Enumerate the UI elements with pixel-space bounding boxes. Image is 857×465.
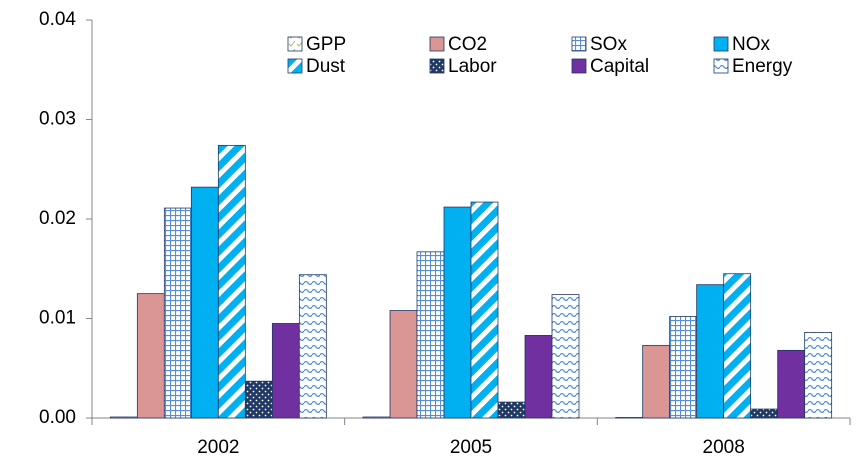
legend-swatch	[429, 36, 445, 52]
bar	[723, 273, 752, 419]
bar	[443, 206, 472, 419]
x-tick-label: 2002	[197, 437, 239, 458]
bar	[416, 251, 445, 419]
bar	[298, 274, 327, 419]
bar	[163, 207, 192, 419]
legend-label: GPP	[306, 34, 346, 55]
y-tick-label: 0.01	[39, 308, 76, 329]
legend-label: Energy	[732, 56, 793, 77]
legend-swatch	[571, 58, 587, 74]
bar	[524, 335, 553, 419]
bar	[190, 186, 219, 419]
bar	[109, 416, 138, 419]
x-tick-label: 2008	[703, 437, 745, 458]
y-tick-label: 0.04	[39, 9, 76, 30]
legend-label: Capital	[590, 56, 649, 77]
bar	[777, 349, 806, 419]
legend-swatch	[713, 36, 729, 52]
bar	[244, 380, 273, 419]
x-tick-label: 2005	[450, 437, 492, 458]
legend-label: Dust	[306, 56, 346, 77]
legend-swatch	[713, 58, 729, 74]
legend-swatch	[429, 58, 445, 74]
legend-swatch	[571, 36, 587, 52]
y-tick-label: 0.02	[39, 208, 76, 229]
bar	[750, 408, 779, 419]
bar	[217, 144, 246, 419]
bar	[551, 294, 580, 419]
bar	[696, 284, 725, 419]
bar	[362, 416, 391, 419]
legend-label: CO2	[448, 34, 487, 55]
legend-label: Labor	[448, 56, 497, 77]
y-tick-label: 0.00	[39, 407, 76, 428]
bar	[497, 401, 526, 419]
legend-swatch	[287, 36, 303, 52]
legend-label: SOx	[590, 34, 627, 55]
bar	[804, 332, 833, 419]
legend-label: NOx	[732, 34, 771, 55]
bar	[271, 323, 300, 419]
bar	[389, 310, 418, 419]
bar	[642, 344, 671, 419]
y-tick-label: 0.03	[39, 109, 76, 130]
bar	[669, 316, 698, 419]
bar	[470, 201, 499, 419]
legend-swatch	[287, 58, 303, 74]
bar	[136, 293, 165, 419]
